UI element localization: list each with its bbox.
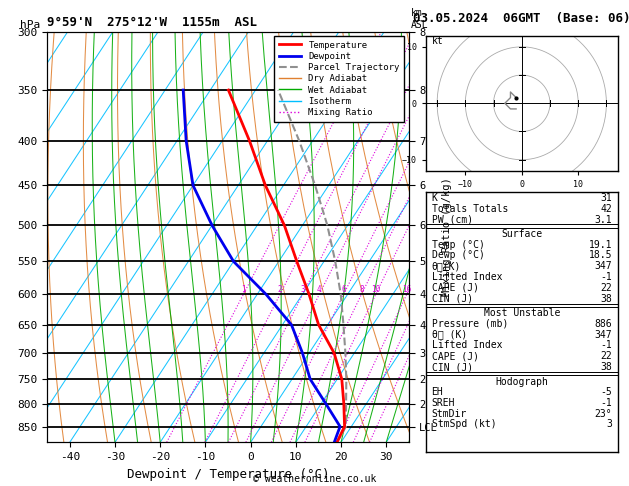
Text: Dewp (°C): Dewp (°C) [431,250,484,260]
Text: Surface: Surface [501,229,542,239]
Text: hPa: hPa [20,19,40,30]
Text: 38: 38 [600,362,612,372]
Text: -1: -1 [600,340,612,350]
Text: 3: 3 [300,285,305,295]
Text: Lifted Index: Lifted Index [431,272,502,282]
Text: 42: 42 [600,204,612,214]
Text: Temp (°C): Temp (°C) [431,240,484,250]
Text: 347: 347 [594,261,612,271]
Text: θᴄ (K): θᴄ (K) [431,330,467,340]
Legend: Temperature, Dewpoint, Parcel Trajectory, Dry Adiabat, Wet Adiabat, Isotherm, Mi: Temperature, Dewpoint, Parcel Trajectory… [274,36,404,122]
Text: 10: 10 [371,285,381,295]
Text: 03.05.2024  06GMT  (Base: 06): 03.05.2024 06GMT (Base: 06) [413,12,629,25]
Text: 22: 22 [600,283,612,293]
Text: Most Unstable: Most Unstable [484,309,560,318]
Text: 16: 16 [402,285,411,295]
Text: 31: 31 [600,193,612,203]
Y-axis label: Mixing Ratio (g/kg): Mixing Ratio (g/kg) [442,177,452,296]
Text: 9°59'N  275°12'W  1155m  ASL: 9°59'N 275°12'W 1155m ASL [47,16,257,29]
Text: PW (cm): PW (cm) [431,215,473,225]
Text: 2: 2 [277,285,282,295]
Text: 38: 38 [600,294,612,304]
Text: 4: 4 [317,285,321,295]
Text: 23°: 23° [594,409,612,418]
Text: K: K [431,193,437,203]
Text: 8: 8 [359,285,364,295]
Text: 347: 347 [594,330,612,340]
Text: StmSpd (kt): StmSpd (kt) [431,419,496,430]
Text: EH: EH [431,387,443,397]
X-axis label: Dewpoint / Temperature (°C): Dewpoint / Temperature (°C) [127,468,329,481]
Text: CAPE (J): CAPE (J) [431,351,479,361]
Text: Totals Totals: Totals Totals [431,204,508,214]
Text: 19.1: 19.1 [588,240,612,250]
Text: 6: 6 [342,285,346,295]
Text: 22: 22 [600,351,612,361]
Text: CAPE (J): CAPE (J) [431,283,479,293]
Text: SREH: SREH [431,398,455,408]
Text: Pressure (mb): Pressure (mb) [431,319,508,329]
Text: -1: -1 [600,272,612,282]
Text: © weatheronline.co.uk: © weatheronline.co.uk [253,473,376,484]
Text: 18.5: 18.5 [588,250,612,260]
Text: CIN (J): CIN (J) [431,362,473,372]
Text: Lifted Index: Lifted Index [431,340,502,350]
Text: km
ASL: km ASL [411,8,428,30]
Text: Hodograph: Hodograph [495,377,548,387]
Text: 1: 1 [241,285,246,295]
Text: θᴄ(K): θᴄ(K) [431,261,461,271]
Text: StmDir: StmDir [431,409,467,418]
Text: CIN (J): CIN (J) [431,294,473,304]
Text: 886: 886 [594,319,612,329]
Text: -5: -5 [600,387,612,397]
Text: 3.1: 3.1 [594,215,612,225]
Text: 3: 3 [606,419,612,430]
Text: kt: kt [431,36,443,46]
Text: -1: -1 [600,398,612,408]
